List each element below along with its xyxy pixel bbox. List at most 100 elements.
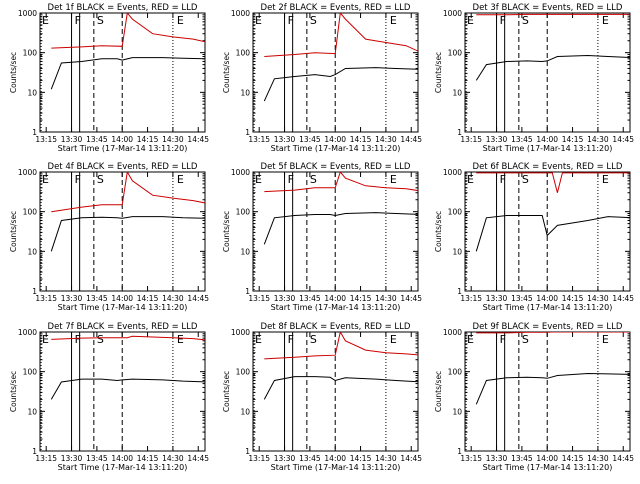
- x-tick-label: 13:30: [61, 454, 83, 463]
- x-tick-label: 14:15: [350, 454, 372, 463]
- x-tick-label: 14:15: [350, 135, 372, 144]
- x-tick-label: 13:30: [274, 454, 296, 463]
- marker-label-s: S: [97, 333, 104, 346]
- y-tick-label: 10: [27, 247, 37, 256]
- x-tick-label: 13:15: [35, 454, 57, 463]
- marker-label-f: F: [75, 333, 81, 346]
- x-axis-label: Start Time (17-Mar-14 13:11:20): [483, 144, 613, 153]
- marker-label-e: E: [602, 14, 609, 27]
- series-line-events: [51, 217, 208, 252]
- marker-label-s: S: [310, 173, 317, 186]
- series-line-events: [476, 216, 633, 252]
- marker-label-e: E: [390, 14, 397, 27]
- series-line-events: [264, 213, 421, 245]
- panel-title: Det 5f BLACK = Events, RED = LLD: [261, 162, 411, 172]
- x-tick-label: 14:45: [612, 294, 634, 303]
- y-tick-label: 1000: [231, 328, 250, 337]
- x-tick-label: 14:45: [400, 294, 422, 303]
- x-tick-label: 13:30: [486, 294, 508, 303]
- marker-label-s: S: [522, 14, 529, 27]
- x-axis-label: Start Time (17-Mar-14 13:11:20): [58, 463, 188, 472]
- panel-1: Det 1f BLACK = Events, RED = LLD11010010…: [9, 3, 209, 153]
- panel-6: Det 6f BLACK = Events, RED = LLD11010010…: [434, 162, 634, 312]
- y-axis-label: Counts/sec: [434, 371, 443, 412]
- x-tick-label: 14:30: [162, 135, 184, 144]
- marker-label-e: E: [42, 173, 49, 186]
- panel-2: Det 2f BLACK = Events, RED = LLD11010010…: [222, 3, 422, 153]
- x-tick-label: 13:15: [460, 454, 482, 463]
- x-axis-label: Start Time (17-Mar-14 13:11:20): [58, 303, 188, 312]
- series-line-events: [476, 56, 633, 81]
- y-tick-label: 100: [236, 368, 251, 377]
- marker-label-e: E: [467, 333, 474, 346]
- marker-label-f: F: [500, 14, 506, 27]
- marker-label-e: E: [602, 333, 609, 346]
- marker-label-e: E: [602, 173, 609, 186]
- marker-label-e: E: [467, 173, 474, 186]
- x-tick-label: 13:30: [274, 135, 296, 144]
- y-tick-label: 1000: [443, 9, 462, 18]
- y-axis-label: Counts/sec: [222, 52, 231, 93]
- x-tick-label: 14:15: [137, 454, 159, 463]
- y-tick-label: 100: [23, 49, 38, 58]
- y-tick-label: 10: [240, 88, 250, 97]
- marker-label-e: E: [390, 173, 397, 186]
- marker-label-s: S: [310, 14, 317, 27]
- panel-5: Det 5f BLACK = Events, RED = LLD11010010…: [222, 162, 422, 312]
- y-axis-label: Counts/sec: [9, 211, 18, 252]
- marker-label-f: F: [288, 173, 294, 186]
- y-tick-label: 100: [448, 368, 463, 377]
- x-tick-label: 14:00: [536, 294, 558, 303]
- marker-label-e: E: [390, 333, 397, 346]
- x-tick-label: 14:00: [324, 135, 346, 144]
- panel-4: Det 4f BLACK = Events, RED = LLD11010010…: [9, 162, 209, 312]
- x-axis-label: Start Time (17-Mar-14 13:11:20): [483, 463, 613, 472]
- x-axis-label: Start Time (17-Mar-14 13:11:20): [271, 463, 401, 472]
- y-tick-label: 1000: [18, 9, 37, 18]
- x-tick-label: 14:15: [562, 135, 584, 144]
- x-tick-label: 13:30: [486, 454, 508, 463]
- x-tick-label: 14:45: [187, 294, 209, 303]
- x-axis-label: Start Time (17-Mar-14 13:11:20): [271, 144, 401, 153]
- panel-title: Det 4f BLACK = Events, RED = LLD: [48, 162, 198, 172]
- y-tick-label: 1000: [231, 9, 250, 18]
- x-tick-label: 14:15: [137, 294, 159, 303]
- x-tick-label: 13:15: [35, 294, 57, 303]
- series-line-events: [51, 379, 208, 399]
- y-tick-label: 1000: [18, 168, 37, 177]
- x-tick-label: 14:15: [350, 294, 372, 303]
- panel-title: Det 2f BLACK = Events, RED = LLD: [261, 3, 411, 13]
- x-tick-label: 14:00: [324, 294, 346, 303]
- x-tick-label: 14:00: [536, 454, 558, 463]
- y-axis-label: Counts/sec: [434, 211, 443, 252]
- x-tick-label: 14:00: [111, 294, 133, 303]
- x-tick-label: 14:30: [162, 454, 184, 463]
- y-tick-label: 10: [240, 247, 250, 256]
- x-tick-label: 13:30: [486, 135, 508, 144]
- y-tick-label: 1000: [231, 168, 250, 177]
- y-tick-label: 100: [448, 208, 463, 217]
- x-tick-label: 13:45: [86, 294, 108, 303]
- y-tick-label: 100: [236, 49, 251, 58]
- series-line-events: [264, 377, 421, 400]
- x-tick-label: 13:15: [248, 135, 270, 144]
- x-tick-label: 14:30: [375, 454, 397, 463]
- x-tick-label: 14:45: [187, 454, 209, 463]
- x-tick-label: 14:15: [562, 294, 584, 303]
- marker-label-f: F: [75, 14, 81, 27]
- marker-label-e: E: [42, 333, 49, 346]
- marker-label-f: F: [75, 173, 81, 186]
- marker-label-e: E: [177, 173, 184, 186]
- x-tick-label: 14:45: [187, 135, 209, 144]
- marker-label-s: S: [97, 173, 104, 186]
- x-tick-label: 14:00: [111, 454, 133, 463]
- x-tick-label: 13:15: [248, 294, 270, 303]
- y-axis-label: Counts/sec: [222, 371, 231, 412]
- x-tick-label: 13:30: [274, 294, 296, 303]
- x-tick-label: 13:30: [61, 135, 83, 144]
- panel-8: Det 8f BLACK = Events, RED = LLD11010010…: [222, 322, 422, 472]
- x-tick-label: 13:45: [299, 135, 321, 144]
- marker-label-e: E: [255, 173, 262, 186]
- marker-label-s: S: [522, 173, 529, 186]
